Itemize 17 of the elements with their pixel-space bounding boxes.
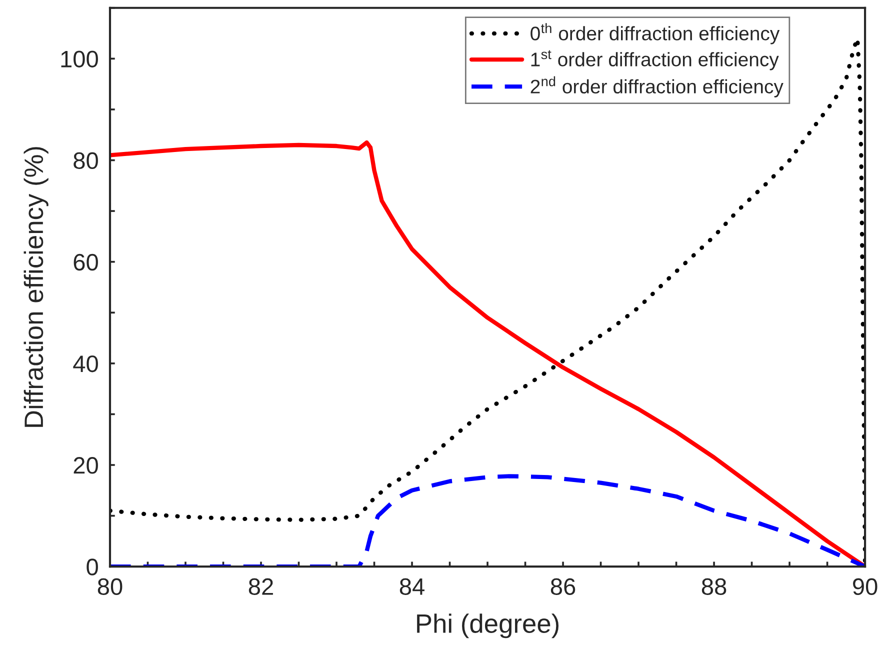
legend-label: 1$^{st}$ order diffraction efficiency [531,50,779,70]
x-tick-label: 80 [98,578,122,596]
x-tick-label: 90 [853,578,878,596]
y-tick-label: 100 [61,50,98,68]
y-tick-label: 60 [74,254,98,271]
x-axis-title: Phi (degree) [417,614,558,638]
x-tick-label: 86 [550,578,576,596]
x-tick-label: 84 [400,578,424,596]
y-tick-label: 20 [74,457,98,474]
y-axis-title: Diffraction efficiency (%) [24,147,48,427]
x-tick-label: 88 [702,578,726,596]
legend-label: 0$^{th}$ order diffraction efficiency [530,23,780,44]
y-tick-label: 40 [73,355,98,372]
y-tick-label: 80 [74,152,98,170]
y-tick-label: 0 [86,558,98,576]
legend-label: 2$^{nd}$ order diffraction efficiency [530,76,784,98]
x-tick-label: 82 [248,578,273,596]
